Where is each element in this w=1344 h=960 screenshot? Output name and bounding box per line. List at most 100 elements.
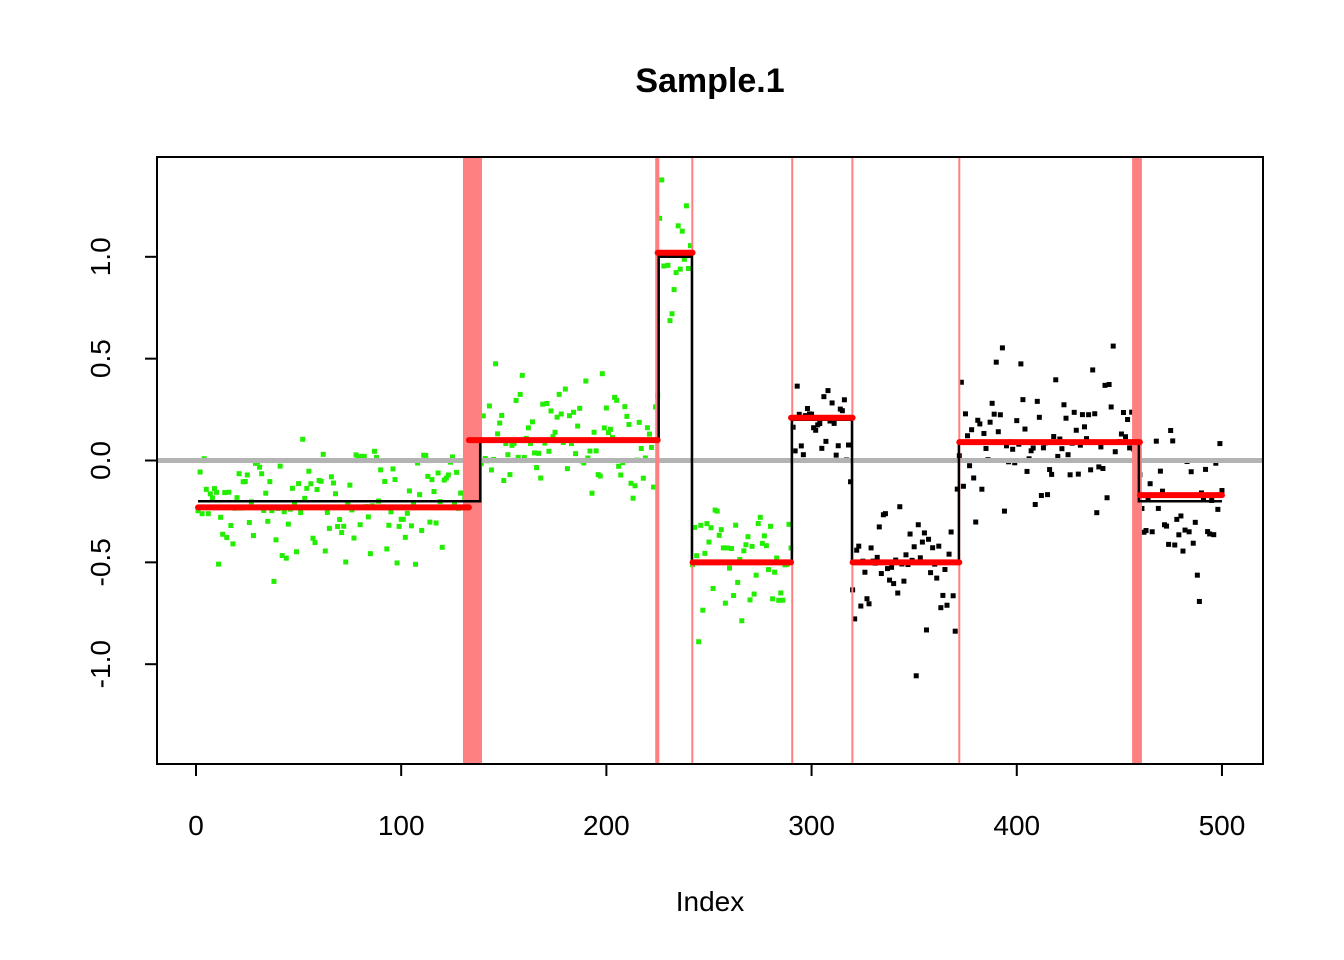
data-point	[811, 425, 817, 431]
data-point	[548, 408, 554, 414]
data-point	[952, 628, 958, 634]
data-point	[696, 639, 702, 645]
data-point	[636, 419, 642, 425]
data-point	[757, 514, 763, 520]
data-point	[1067, 472, 1073, 478]
data-point	[552, 429, 558, 435]
data-point	[833, 452, 839, 458]
data-point	[562, 386, 568, 392]
data-point	[515, 454, 521, 460]
x-axis: 0 100 200 300 400 500	[188, 763, 1245, 841]
data-point	[402, 534, 408, 540]
data-point	[257, 464, 263, 470]
data-point	[382, 478, 388, 484]
data-point	[694, 553, 700, 559]
data-point	[1086, 412, 1092, 418]
data-point	[1207, 531, 1213, 537]
data-point	[804, 406, 810, 412]
data-point	[1200, 495, 1206, 501]
data-point	[195, 508, 201, 514]
data-point	[1172, 542, 1178, 548]
data-point	[214, 489, 220, 495]
data-point	[388, 509, 394, 515]
data-point	[540, 401, 546, 407]
data-point	[809, 411, 815, 417]
data-point	[285, 521, 291, 527]
data-point	[209, 495, 215, 501]
data-point	[585, 455, 591, 461]
data-point	[1053, 377, 1059, 383]
data-point	[1192, 519, 1198, 525]
data-point	[503, 441, 509, 447]
data-point	[825, 388, 831, 394]
data-point	[1213, 460, 1219, 466]
data-point	[538, 475, 544, 481]
data-point	[958, 379, 964, 385]
data-point	[741, 548, 747, 554]
data-points	[195, 177, 1225, 679]
data-point	[550, 434, 556, 440]
data-point	[302, 495, 308, 501]
data-point	[704, 521, 710, 527]
data-point	[1055, 453, 1061, 459]
data-point	[1092, 411, 1098, 417]
data-point	[973, 519, 979, 525]
data-point	[445, 472, 451, 478]
data-point	[965, 433, 971, 439]
data-point	[507, 472, 513, 478]
data-point	[607, 426, 613, 432]
data-point	[367, 551, 373, 557]
data-point	[384, 546, 390, 552]
data-point	[987, 419, 993, 425]
data-point	[642, 455, 648, 461]
data-point	[614, 397, 620, 403]
data-point	[997, 412, 1003, 418]
data-point	[495, 431, 501, 437]
data-point	[392, 477, 398, 483]
data-point	[1010, 446, 1016, 452]
data-point	[575, 423, 581, 429]
data-point	[599, 371, 605, 377]
data-point	[242, 478, 248, 484]
data-point	[333, 491, 339, 497]
data-point	[1030, 445, 1036, 451]
data-point	[1106, 381, 1112, 387]
data-point	[1153, 438, 1159, 444]
data-point	[304, 485, 310, 491]
data-point	[862, 569, 868, 575]
data-point	[644, 425, 650, 431]
y-tick-label: 0.0	[85, 441, 116, 480]
data-point	[772, 569, 778, 575]
data-point	[917, 555, 923, 561]
data-point	[739, 618, 745, 624]
data-point	[283, 555, 289, 561]
data-point	[934, 575, 940, 581]
data-point	[211, 486, 217, 492]
data-point	[907, 531, 913, 537]
data-point	[946, 551, 952, 557]
data-point	[823, 438, 829, 444]
data-point	[839, 408, 845, 414]
data-point	[887, 577, 893, 583]
data-point	[1098, 444, 1104, 450]
data-point	[566, 413, 572, 419]
data-point	[743, 542, 749, 548]
step-fit-path	[198, 255, 1222, 564]
data-point	[999, 345, 1005, 351]
data-point	[591, 429, 597, 435]
breakpoint-band	[655, 157, 660, 764]
data-point	[829, 400, 835, 406]
data-point	[759, 540, 765, 546]
data-point	[308, 481, 314, 487]
data-point	[1040, 445, 1046, 451]
data-point	[222, 490, 228, 496]
data-point	[224, 535, 230, 541]
data-point	[928, 570, 934, 576]
data-point	[234, 495, 240, 501]
data-point	[612, 394, 618, 400]
data-point	[558, 411, 564, 417]
data-point	[649, 444, 655, 450]
data-point	[261, 507, 267, 513]
data-point	[967, 463, 973, 469]
y-tick-label: 1.0	[85, 237, 116, 276]
